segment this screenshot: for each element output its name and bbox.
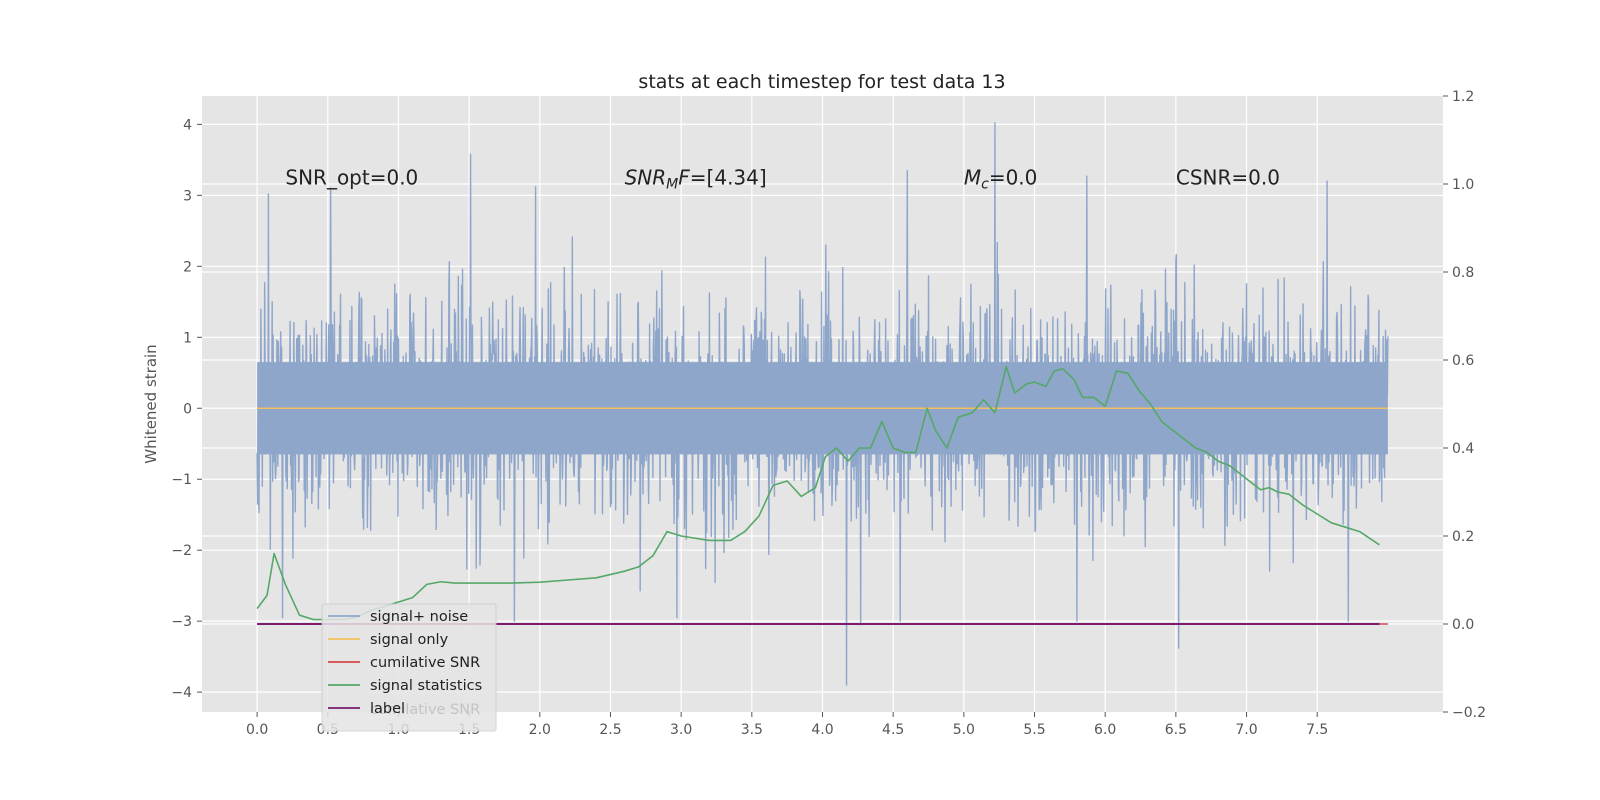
y-tick-label: −4 [171,685,192,701]
x-tick-label: 2.0 [529,722,551,738]
legend-underlay-text: cumilative SNR [370,702,480,718]
x-tick-label: 5.5 [1023,722,1045,738]
y-tick-label: 3 [183,188,192,204]
x-tick-label: 6.5 [1165,722,1187,738]
x-tick-label: 4.0 [811,722,833,738]
y-tick-label: −3 [171,614,192,630]
legend-box [321,603,497,732]
x-tick-label: 2.5 [599,722,621,738]
axis-layer: 0.00.51.01.52.02.53.03.54.04.55.05.56.06… [171,89,1486,738]
y-tick-label: 4 [183,117,192,133]
y2-tick-label: 1.0 [1452,177,1474,193]
x-tick-label: 6.0 [1094,722,1116,738]
y-tick-label: 2 [183,259,192,275]
x-tick-label: 3.5 [741,722,763,738]
y2-tick-label: 0.6 [1452,353,1474,369]
y2-tick-label: −0.2 [1452,705,1486,721]
annotation-layer: SNR_opt=0.0 SNRMF=[4.34] Mc=0.0 CSNR=0.0 [285,166,1280,193]
y2-tick-label: 0.2 [1452,529,1474,545]
y2-tick-label: 1.2 [1452,89,1474,105]
y2-tick-label: 0.8 [1452,265,1474,281]
annotation-1: SNRMF=[4.34] [625,166,767,193]
annotation-0: SNR_opt=0.0 [285,166,418,190]
legend-label-signal-statistics: signal statistics [370,678,482,694]
chart-title: stats at each timestep for test data 13 [638,71,1005,93]
x-tick-label: 5.0 [953,722,975,738]
legend-label-signal-only: signal only [370,632,449,648]
legend-label-cumilative-snr: cumilative SNR [370,655,480,671]
y-axis-label: Whitened strain [142,344,160,463]
y-tick-label: 0 [183,401,192,417]
legend-label-label: label [370,701,405,717]
x-tick-label: 3.0 [670,722,692,738]
annotation-2: Mc=0.0 [964,166,1038,193]
legend: cumilative SNR signal+ noise signal only cu… [321,603,497,732]
y-tick-label: 1 [183,330,192,346]
y-tick-label: −1 [171,472,192,488]
y-tick-label: −2 [171,543,192,559]
annotation-3: CSNR=0.0 [1176,166,1280,190]
x-tick-label: 7.0 [1235,722,1257,738]
y2-tick-label: 0.4 [1452,441,1474,457]
x-tick-label: 0.0 [246,722,268,738]
y2-tick-label: 0.0 [1452,617,1474,633]
signal-noise-line [256,122,1389,686]
x-tick-label: 4.5 [882,722,904,738]
signal-statistics-line [256,365,1380,621]
legend-label-signal-noise: signal+ noise [370,609,468,625]
x-tick-label: 7.5 [1306,722,1328,738]
